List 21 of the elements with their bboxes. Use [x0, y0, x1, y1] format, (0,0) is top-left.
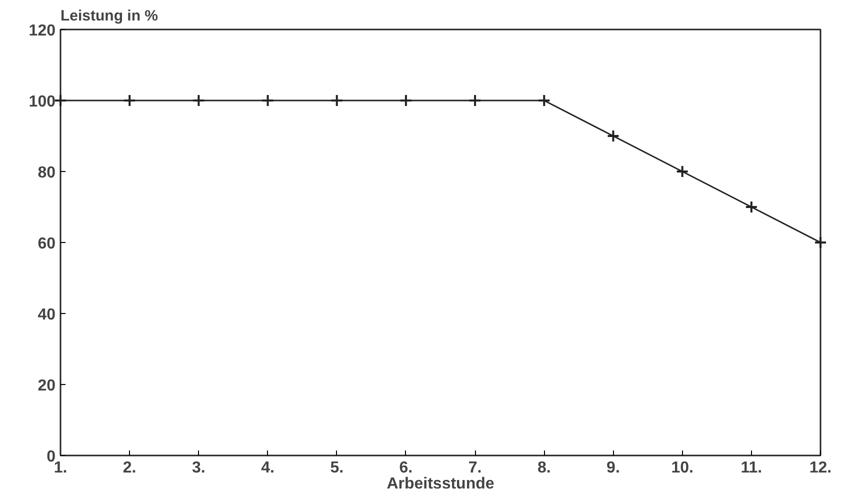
x-tick-label: 11. [740, 460, 762, 476]
y-tick-label: 80 [38, 164, 56, 182]
x-tick-label: 7. [468, 460, 482, 476]
y-tick-label: 60 [38, 236, 56, 252]
x-tick-label: 4. [261, 460, 274, 476]
x-tick-label: 5. [330, 460, 344, 476]
x-tick-label: 12. [809, 460, 832, 476]
x-tick-label: 9. [606, 460, 620, 476]
x-tick-label: 6. [399, 460, 413, 476]
x-tick-label: 8. [537, 460, 551, 476]
x-tick-label: 1. [54, 460, 68, 476]
x-tick-label: 3. [192, 460, 206, 476]
y-axis-title: Leistung in % [60, 8, 158, 24]
x-axis-title: Arbeitsstunde [386, 476, 494, 492]
x-tick-label: 10. [671, 460, 694, 476]
y-tick-label: 20 [38, 378, 56, 394]
y-tick-label: 0 [46, 448, 56, 466]
y-tick-label: 120 [28, 22, 56, 40]
y-tick-label: 100 [28, 94, 56, 110]
x-tick-label: 2. [122, 460, 136, 476]
y-tick-label: 40 [38, 306, 56, 324]
